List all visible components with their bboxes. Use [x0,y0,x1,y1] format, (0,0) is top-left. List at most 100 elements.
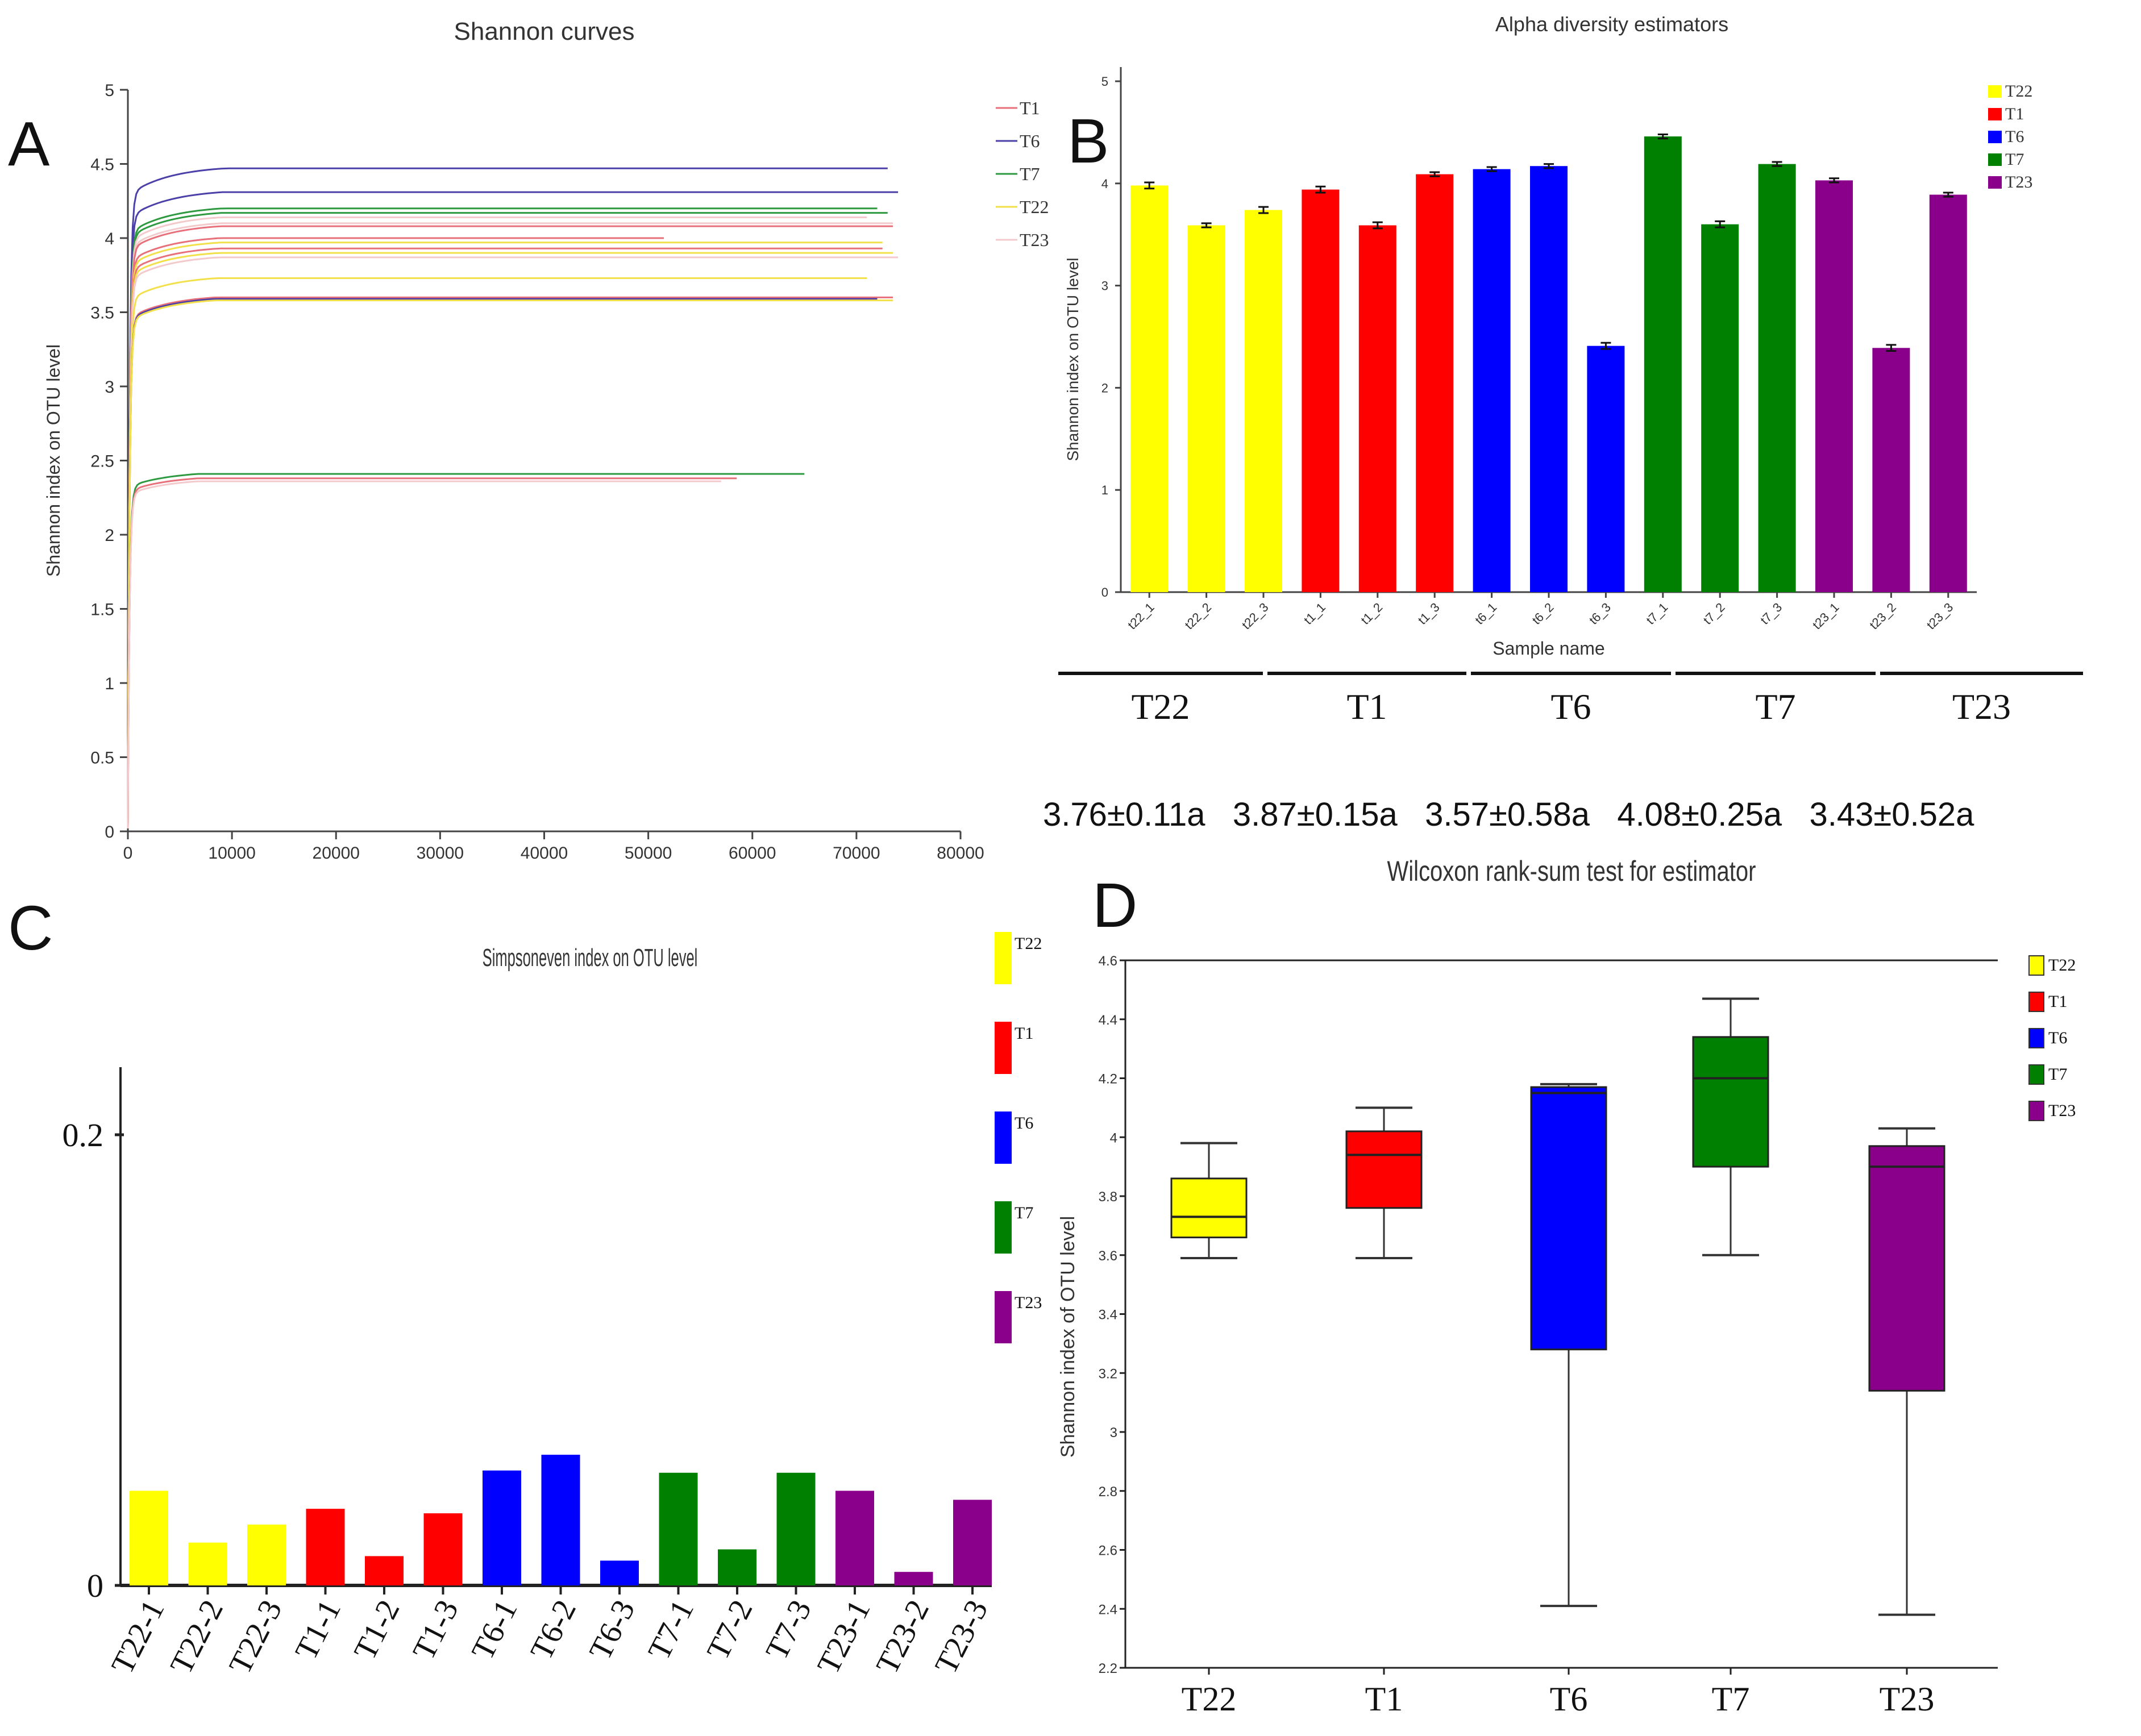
panel-a-y-tick-label: 2.5 [90,452,114,471]
rarefaction-curve-t22 [127,277,867,829]
panel-a-x-tick-label: 40000 [521,844,568,863]
panel-b-x-tick-label: t6_1 [1472,600,1499,627]
rarefaction-curve-t7 [127,207,878,829]
panel-d-y-tick-label: 4 [1110,1130,1117,1146]
panel-c-x-tick-label: T7-1 [641,1595,701,1666]
bar-T22-1 [130,1491,168,1585]
panel-letter-d: D [1092,871,1138,940]
panel-d-y-tick-label: 3.6 [1099,1248,1117,1264]
panel-a-legend-label: T6 [1020,131,1040,151]
panel-b-legend-swatch [1988,153,2002,166]
panel-a-x-tick-label: 20000 [313,844,360,863]
panel-b-y-tick-label: 2 [1101,381,1108,395]
bar-T7-3 [776,1472,816,1585]
panel-b-legend-label: T6 [2005,127,2024,146]
panel-a-y-tick-label: 0 [105,823,114,842]
panel-d-y-label: Shannon index of OTU level [1057,1216,1079,1458]
panel-d-y-tick-label: 4.2 [1099,1072,1117,1087]
stat-t23: 3.43±0.52a [1809,796,1974,833]
box-t1 [1345,1130,1423,1209]
panel-d-legend-label: T7 [2048,1065,2067,1084]
panel-d-title: Wilcoxon rank-sum test for estimator [1387,855,1756,887]
bar-t6_2 [1530,166,1568,592]
stat-t1: 3.87±0.15a [1232,796,1398,833]
panel-d-legend-label: T1 [2048,992,2067,1011]
panel-a-x-tick-label: 10000 [208,844,255,863]
rarefaction-curve-t23 [127,217,867,829]
panel-c-legend-swatch [995,1291,1012,1343]
panel-a-legend-label: T7 [1020,164,1040,184]
panel-d-x-tick-label: T1 [1365,1680,1403,1718]
bar-t1_2 [1358,225,1396,592]
panel-a-chart: Shannon curves 0 0.5 1 1.5 2 2.5 3 3.5 4 4.5 5 0 1000… [43,18,1049,863]
rarefaction-curve-t1 [127,296,893,829]
stat-t6: 3.57±0.58a [1425,796,1590,833]
group-bracket-label: T23 [1952,686,2011,727]
bar-t23_2 [1872,348,1910,592]
bar-t22_1 [1130,185,1169,592]
panel-a-legend-label: T1 [1020,98,1040,118]
rarefaction-curve-t6 [127,298,878,829]
panel-d-y-tick-label: 2.2 [1099,1661,1117,1676]
panel-a-y-tick-label: 1 [105,675,114,693]
panel-a-x-tick-label: 80000 [937,844,984,863]
panel-b-x-tick-label: t22_2 [1182,600,1215,632]
rarefaction-curve-t22 [127,242,883,829]
panel-b-x-tick-label: t7_1 [1643,600,1670,627]
panel-b-x-tick-label: t7_3 [1757,600,1785,627]
group-bracket-label: T1 [1346,686,1387,727]
panel-b-legend-label: T22 [2005,82,2032,101]
rarefaction-curve-t23 [127,222,893,829]
box-t22 [1170,1177,1248,1239]
panel-letter-c: C [8,893,53,963]
bar-t1_3 [1416,174,1454,592]
panel-b-y-tick-label: 3 [1101,279,1108,293]
panel-a-x-tick-label: 0 [123,844,133,863]
panel-b-x-tick-label: t1_3 [1415,600,1442,627]
panel-d-y-tick-label: 4.6 [1099,954,1117,969]
panel-b-y-tick-label: 4 [1101,177,1108,191]
group-bracket-label: T6 [1550,686,1591,727]
panel-letter-b: B [1067,106,1109,176]
panel-d-y-tick-label: 3 [1110,1425,1117,1441]
rarefaction-curve-t1 [127,477,737,829]
bar-t7_2 [1701,224,1739,593]
bar-T23-1 [835,1491,874,1585]
panel-d-y-tick-label: 4.4 [1099,1013,1117,1028]
panel-b-x-tick-label: t1_2 [1358,600,1385,627]
rarefaction-curve-t1 [127,225,893,829]
stat-t22: 3.76±0.11a [1043,796,1205,833]
panel-d-y-tick-label: 2.8 [1099,1484,1117,1500]
box-t23 [1868,1145,1945,1392]
panel-a-y-tick-label: 4 [105,230,114,248]
bar-t1_1 [1302,189,1340,592]
rarefaction-curve-t23 [127,256,899,829]
panel-d-y-tick-label: 3.2 [1099,1366,1117,1381]
panel-a-y-tick-label: 2 [105,526,114,545]
panel-b-y-label: Shannon index on OTU level [1064,258,1082,461]
panel-d-chart: Wilcoxon rank-sum test for estimator 2.2 2… [1057,855,2076,1718]
bar-t23_1 [1815,180,1853,592]
panel-c-legend-swatch [995,1201,1012,1254]
panel-d-legend-label: T6 [2048,1029,2067,1047]
panel-c-legend-label: T23 [1015,1293,1042,1312]
box-t6 [1530,1086,1607,1351]
panel-d-legend-label: T22 [2048,956,2076,975]
panel-a-x-tick-label: 70000 [833,844,880,863]
panel-d-legend-label: T23 [2048,1101,2076,1120]
panel-b-x-tick-label: t23_1 [1810,600,1842,632]
panel-b-x-tick-label: t1_1 [1301,600,1328,627]
bar-t23_3 [1929,194,1967,592]
bar-T23-2 [894,1572,933,1585]
box-t7 [1692,1036,1769,1168]
panel-a-legend-label: T22 [1020,197,1049,217]
rarefaction-curve-t23 [127,480,721,829]
panel-b-legend-swatch [1988,131,2002,143]
rarefaction-curve-t1 [127,237,664,829]
panel-c-legend-label: T22 [1015,934,1042,953]
group-bracket-label: T7 [1755,686,1795,727]
panel-c-y-tick-label: 0 [87,1567,103,1604]
panel-b-legend-swatch [1988,85,2002,98]
rarefaction-curve-t6 [127,167,888,829]
